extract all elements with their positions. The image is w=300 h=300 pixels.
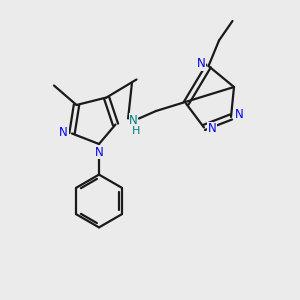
Text: N: N xyxy=(94,146,103,159)
Text: N: N xyxy=(208,122,217,136)
Text: N: N xyxy=(196,57,206,70)
Text: H: H xyxy=(132,125,140,136)
Text: N: N xyxy=(129,113,138,127)
Text: N: N xyxy=(59,125,68,139)
Text: N: N xyxy=(235,108,244,121)
